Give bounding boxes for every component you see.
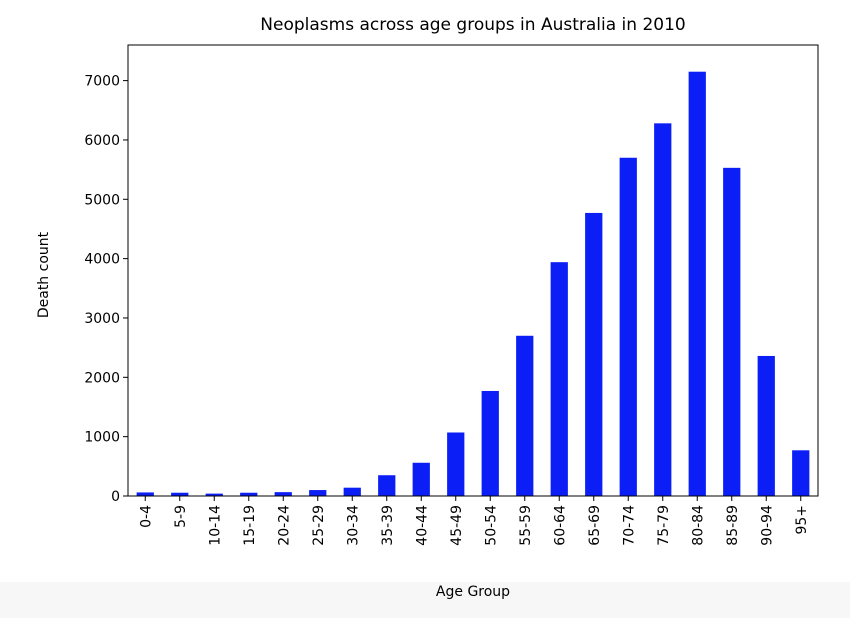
plot-frame <box>127 44 819 497</box>
x-tick-label: 25-29 <box>311 505 327 546</box>
bar <box>447 432 465 496</box>
x-tick-label: 15-19 <box>242 505 258 546</box>
y-tick-label: 2000 <box>84 370 120 386</box>
bar <box>136 492 154 496</box>
bar <box>343 487 361 496</box>
bar <box>205 493 223 496</box>
x-tick-label: 45-49 <box>449 505 465 546</box>
x-tick-label: 30-34 <box>345 505 361 546</box>
y-tick-label: 6000 <box>84 133 120 149</box>
x-axis-label: Age Group <box>436 584 510 600</box>
x-tick-label: 0-4 <box>138 505 154 528</box>
bar <box>274 492 292 496</box>
bar <box>654 123 672 497</box>
bar <box>792 450 810 496</box>
y-tick-label: 5000 <box>84 192 120 208</box>
x-tick-label: 35-39 <box>380 505 396 546</box>
x-tick-label: 95+ <box>794 505 810 535</box>
y-tick-label: 4000 <box>84 252 120 268</box>
x-tick-label: 85-89 <box>725 505 741 546</box>
bar <box>171 492 189 496</box>
y-tick-label: 0 <box>111 489 120 505</box>
x-tick-label: 20-24 <box>276 505 292 546</box>
y-tick-label: 3000 <box>84 311 120 327</box>
x-tick-label: 5-9 <box>173 505 189 528</box>
x-tick-label: 60-64 <box>552 505 568 546</box>
x-tick-label: 40-44 <box>414 505 430 546</box>
x-tick-label: 50-54 <box>483 505 499 546</box>
bar <box>412 462 430 496</box>
y-tick-label: 1000 <box>84 430 120 446</box>
x-tick-label: 70-74 <box>621 505 637 546</box>
bar <box>723 167 741 496</box>
bar <box>240 492 258 496</box>
bar <box>550 262 568 496</box>
bar <box>378 475 396 496</box>
bar <box>619 157 637 496</box>
x-tick-label: 65-69 <box>587 505 603 546</box>
x-tick-label: 55-59 <box>518 505 534 546</box>
x-tick-label: 90-94 <box>759 505 775 546</box>
x-tick-label: 10-14 <box>207 505 223 546</box>
bar <box>688 71 706 496</box>
bar <box>481 390 499 496</box>
x-tick-label: 75-79 <box>656 505 672 546</box>
bar <box>585 212 603 496</box>
bar <box>757 355 775 496</box>
y-axis-label: Death count <box>36 231 52 318</box>
y-tick-label: 7000 <box>84 74 120 90</box>
bar <box>309 490 327 496</box>
chart-title: Neoplasms across age groups in Australia… <box>260 15 685 35</box>
footer-band <box>0 582 850 618</box>
bar <box>516 335 534 496</box>
x-tick-label: 80-84 <box>690 505 706 546</box>
